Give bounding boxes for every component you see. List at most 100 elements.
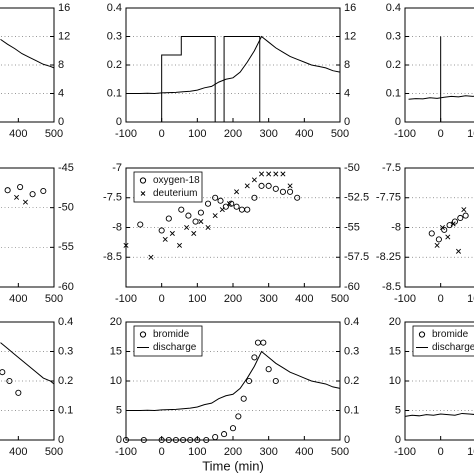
y2-tick-label: 8 — [344, 59, 350, 71]
marker-cross — [234, 189, 240, 195]
legend-box — [412, 325, 474, 357]
series-line — [0, 342, 55, 385]
marker-cross — [169, 230, 175, 236]
y2-tick-label: 0 — [344, 434, 350, 446]
y-tick-label: 0 — [116, 434, 122, 446]
x-tick-label: 200 — [224, 128, 242, 140]
marker-circle — [4, 187, 11, 194]
y-tick-label: 0.3 — [107, 30, 122, 42]
y-tick-label: 0.4 — [107, 2, 122, 14]
marker-circle — [251, 194, 258, 201]
marker-cross — [244, 183, 250, 189]
legend-box — [133, 325, 203, 357]
legend-marker — [418, 331, 426, 338]
marker-circle — [233, 203, 240, 210]
legend-label: bromide — [432, 329, 469, 340]
panel: -100 0 100 200 300 400 5000510152000.10.20.30.… — [110, 316, 360, 474]
x-tick-label: -100 — [394, 446, 416, 458]
y-tick-label: -8.5 — [382, 281, 401, 293]
y2-tick-label: 0 — [58, 434, 64, 446]
marker-circle — [6, 377, 13, 385]
y2-tick-label: 8 — [58, 59, 64, 71]
marker-circle — [158, 436, 165, 444]
y-tick-label: 0.2 — [107, 59, 122, 71]
marker-circle — [40, 187, 47, 195]
series-line — [161, 36, 261, 123]
x-tick-label: 100 — [188, 446, 206, 458]
marker-circle — [197, 209, 204, 216]
y-tick-label: 0 — [395, 434, 401, 446]
marker-cross — [461, 207, 467, 213]
marker-cross — [266, 171, 272, 177]
y2-tick-label: -60 — [58, 281, 74, 293]
x-tick-label: 400 — [295, 128, 313, 140]
y-tick-label: 5 — [395, 404, 401, 416]
y2-tick-label: 0.3 — [58, 345, 73, 357]
marker-circle — [172, 436, 179, 444]
y-tick-label: -8 — [112, 221, 122, 233]
marker-circle — [165, 215, 172, 222]
marker-circle — [221, 431, 228, 438]
series-line — [404, 412, 474, 417]
x-tick-label: 0 — [438, 128, 444, 140]
marker-cross — [176, 242, 183, 248]
y2-tick-label: 0.2 — [58, 375, 73, 387]
legend-marker — [139, 331, 147, 338]
x-axis-label: Time (min) — [202, 458, 264, 473]
x-tick-label: 500 — [45, 128, 63, 140]
y2-tick-label: -45 — [58, 162, 74, 174]
marker-circle — [251, 354, 258, 361]
y2-tick-label: 4 — [58, 87, 64, 99]
y2-tick-label: 0.2 — [344, 375, 359, 387]
x-tick-label: 400 — [9, 293, 27, 305]
x-tick-label: 100 — [467, 293, 474, 305]
marker-circle — [140, 436, 147, 444]
marker-cross — [445, 234, 451, 240]
marker-cross — [259, 171, 265, 177]
legend-label: discharge — [153, 342, 197, 353]
y-tick-label: 0.2 — [386, 59, 401, 71]
panel: -100010005101520bromidedischarge — [389, 316, 474, 458]
marker-circle — [122, 436, 130, 444]
y-tick-label: 15 — [389, 345, 401, 357]
marker-cross — [22, 199, 28, 205]
marker-cross — [14, 194, 20, 200]
marker-circle — [222, 203, 229, 210]
x-tick-label: 400 — [295, 446, 313, 458]
marker-circle — [451, 218, 458, 225]
marker-circle — [287, 188, 294, 195]
marker-circle — [235, 413, 242, 420]
y-tick-label: 0 — [116, 116, 122, 128]
x-tick-label: -100 — [115, 446, 137, 458]
marker-circle — [29, 191, 36, 198]
x-tick-label: 0 — [159, 128, 165, 140]
y-tick-label: 0.4 — [386, 2, 401, 14]
marker-circle — [158, 227, 165, 234]
marker-circle — [435, 236, 442, 243]
x-tick-label: 300 — [259, 128, 277, 140]
x-tick-label: 500 — [331, 293, 349, 305]
marker-cross — [184, 224, 190, 231]
marker-circle — [457, 214, 464, 222]
marker-cross — [450, 221, 456, 227]
marker-circle — [279, 188, 286, 195]
marker-circle — [194, 436, 201, 444]
series-line — [0, 38, 55, 69]
marker-cross — [455, 248, 462, 254]
x-tick-label: 200 — [224, 446, 242, 458]
y-tick-label: -7.75 — [376, 192, 401, 204]
y-tick-label: -8.25 — [376, 251, 401, 263]
y-tick-label: -8.5 — [103, 251, 122, 263]
marker-circle — [137, 221, 144, 228]
y2-tick-label: 0 — [344, 116, 350, 128]
y-tick-label: 20 — [110, 316, 122, 328]
x-tick-label: -100 — [115, 293, 137, 305]
marker-circle — [204, 200, 212, 207]
legend-marker — [140, 191, 146, 196]
marker-cross — [287, 183, 293, 189]
y2-tick-label: 0.1 — [344, 404, 359, 416]
y2-tick-label: -57.5 — [344, 251, 369, 263]
marker-cross — [439, 224, 445, 231]
